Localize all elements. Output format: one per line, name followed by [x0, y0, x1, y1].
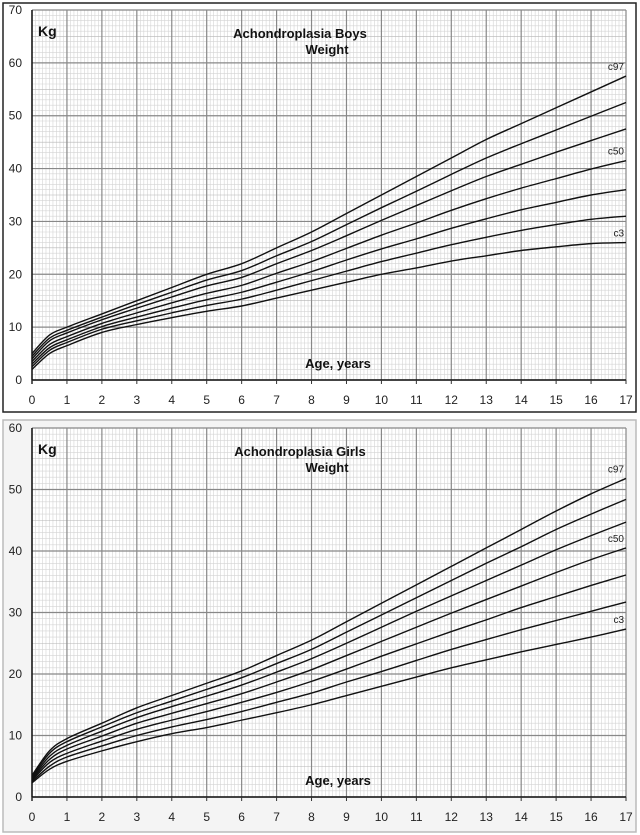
- y-tick-label: 10: [9, 320, 23, 334]
- x-tick-label: 9: [343, 810, 350, 824]
- x-tick-label: 14: [514, 810, 528, 824]
- x-tick-label: 10: [375, 810, 389, 824]
- percentile-curve-c25: [31, 574, 627, 781]
- percentile-label-c3: c3: [613, 615, 624, 626]
- percentile-label-c50: c50: [608, 534, 625, 545]
- x-tick-label: 13: [480, 393, 494, 407]
- chart-subtitle: Weight: [305, 460, 349, 475]
- x-tick-label: 11: [410, 810, 423, 824]
- percentile-curve-c50: [31, 547, 627, 780]
- y-tick-label: 30: [9, 606, 23, 620]
- percentile-curve-c75: [31, 521, 627, 779]
- x-tick-label: 1: [64, 393, 71, 407]
- x-tick-label: 7: [273, 393, 280, 407]
- y-axis-label: Kg: [38, 23, 57, 39]
- percentile-curve-c25: [31, 189, 627, 365]
- x-tick-label: 5: [203, 810, 210, 824]
- y-tick-label: 0: [15, 373, 22, 387]
- percentile-curve-c3: [31, 628, 627, 784]
- y-tick-label: 40: [9, 162, 23, 176]
- y-tick-label: 40: [9, 544, 23, 558]
- x-tick-label: 6: [238, 810, 245, 824]
- x-tick-label: 1: [64, 810, 71, 824]
- x-tick-label: 5: [203, 393, 210, 407]
- x-tick-label: 0: [29, 393, 36, 407]
- x-tick-label: 4: [168, 393, 175, 407]
- x-tick-label: 14: [514, 393, 528, 407]
- y-axis-label: Kg: [38, 441, 57, 457]
- percentile-curve-c97: [31, 477, 627, 776]
- y-tick-label: 20: [9, 267, 23, 281]
- y-tick-label: 50: [9, 483, 23, 497]
- y-tick-label: 60: [9, 56, 23, 70]
- girls-weight-chart: 0 1 2 3 4 5 6 7 8 9 10 11 12 13 14 15 16 170102030405060A…: [2, 419, 637, 833]
- x-tick-label: 11: [410, 393, 423, 407]
- y-tick-label: 50: [9, 109, 23, 123]
- chart-title: Achondroplasia Girls: [234, 444, 365, 459]
- x-tick-label: 8: [308, 393, 315, 407]
- x-tick-label: 4: [168, 810, 175, 824]
- percentile-curve-c10: [31, 215, 627, 368]
- y-tick-label: 0: [15, 790, 22, 804]
- x-tick-label: 2: [99, 393, 106, 407]
- percentile-label-c50: c50: [608, 147, 625, 158]
- percentile-curve-c75: [31, 128, 627, 360]
- chart-title: Achondroplasia Boys: [233, 26, 367, 41]
- x-tick-label: 13: [480, 810, 494, 824]
- percentile-curve-c10: [31, 601, 627, 783]
- percentile-label-c97: c97: [608, 62, 625, 73]
- percentile-curve-c3: [31, 241, 627, 370]
- y-tick-label: 20: [9, 667, 23, 681]
- y-tick-label: 30: [9, 214, 23, 228]
- x-tick-label: 16: [584, 393, 598, 407]
- percentile-curve-c50: [31, 159, 627, 363]
- x-tick-label: 3: [133, 393, 140, 407]
- x-axis-label: Age, years: [305, 356, 371, 371]
- percentile-label-c3: c3: [613, 229, 624, 240]
- x-tick-label: 3: [133, 810, 140, 824]
- x-tick-label: 15: [549, 810, 563, 824]
- y-tick-label: 70: [9, 3, 23, 17]
- x-tick-label: 6: [238, 393, 245, 407]
- chart-subtitle: Weight: [305, 42, 349, 57]
- y-tick-label: 60: [9, 421, 23, 435]
- x-tick-label: 16: [584, 810, 598, 824]
- y-tick-label: 10: [9, 729, 23, 743]
- x-tick-label: 0: [29, 810, 36, 824]
- percentile-curve-c97: [31, 75, 627, 355]
- boys-weight-chart: 0 1 2 3 4 5 6 7 8 9 10 11 12 13 14 15 16 1701020304050607…: [2, 2, 637, 413]
- x-tick-label: 2: [99, 810, 106, 824]
- x-tick-label: 17: [619, 393, 633, 407]
- x-tick-label: 15: [549, 393, 563, 407]
- x-tick-label: 9: [343, 393, 350, 407]
- x-tick-label: 12: [445, 810, 459, 824]
- x-tick-label: 17: [619, 810, 633, 824]
- x-tick-label: 12: [445, 393, 459, 407]
- x-tick-label: 10: [375, 393, 389, 407]
- percentile-curve-c90: [31, 101, 627, 357]
- percentile-curve-c90: [31, 498, 627, 778]
- percentile-label-c97: c97: [608, 464, 625, 475]
- x-axis-label: Age, years: [305, 773, 371, 788]
- x-tick-label: 8: [308, 810, 315, 824]
- x-tick-label: 7: [273, 810, 280, 824]
